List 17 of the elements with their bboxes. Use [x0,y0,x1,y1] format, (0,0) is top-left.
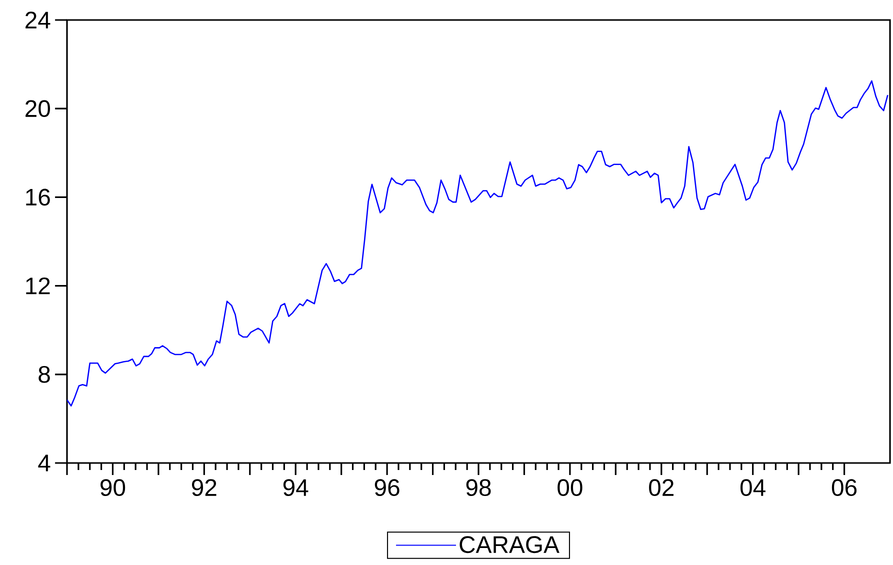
legend-label: CARAGA [460,536,560,554]
y-tick-label: 4 [38,454,50,472]
x-tick-label: 98 [466,479,491,496]
line-series [67,80,888,406]
x-tick-label: 90 [100,479,126,496]
x-tick-label: 94 [283,479,308,496]
x-tick-label: 00 [558,479,582,496]
y-tick-label: 8 [38,366,50,383]
x-tick-label: 04 [740,479,766,496]
y-tick-label: 20 [26,100,50,118]
x-tick-label: 02 [649,479,674,496]
y-tick-label: 16 [26,188,50,206]
y-tick-label: 12 [26,277,50,294]
x-tick-label: 06 [832,479,857,496]
y-tick-label: 24 [26,12,50,28]
x-tick-label: 92 [192,479,216,496]
x-tick-label: 96 [374,479,400,496]
